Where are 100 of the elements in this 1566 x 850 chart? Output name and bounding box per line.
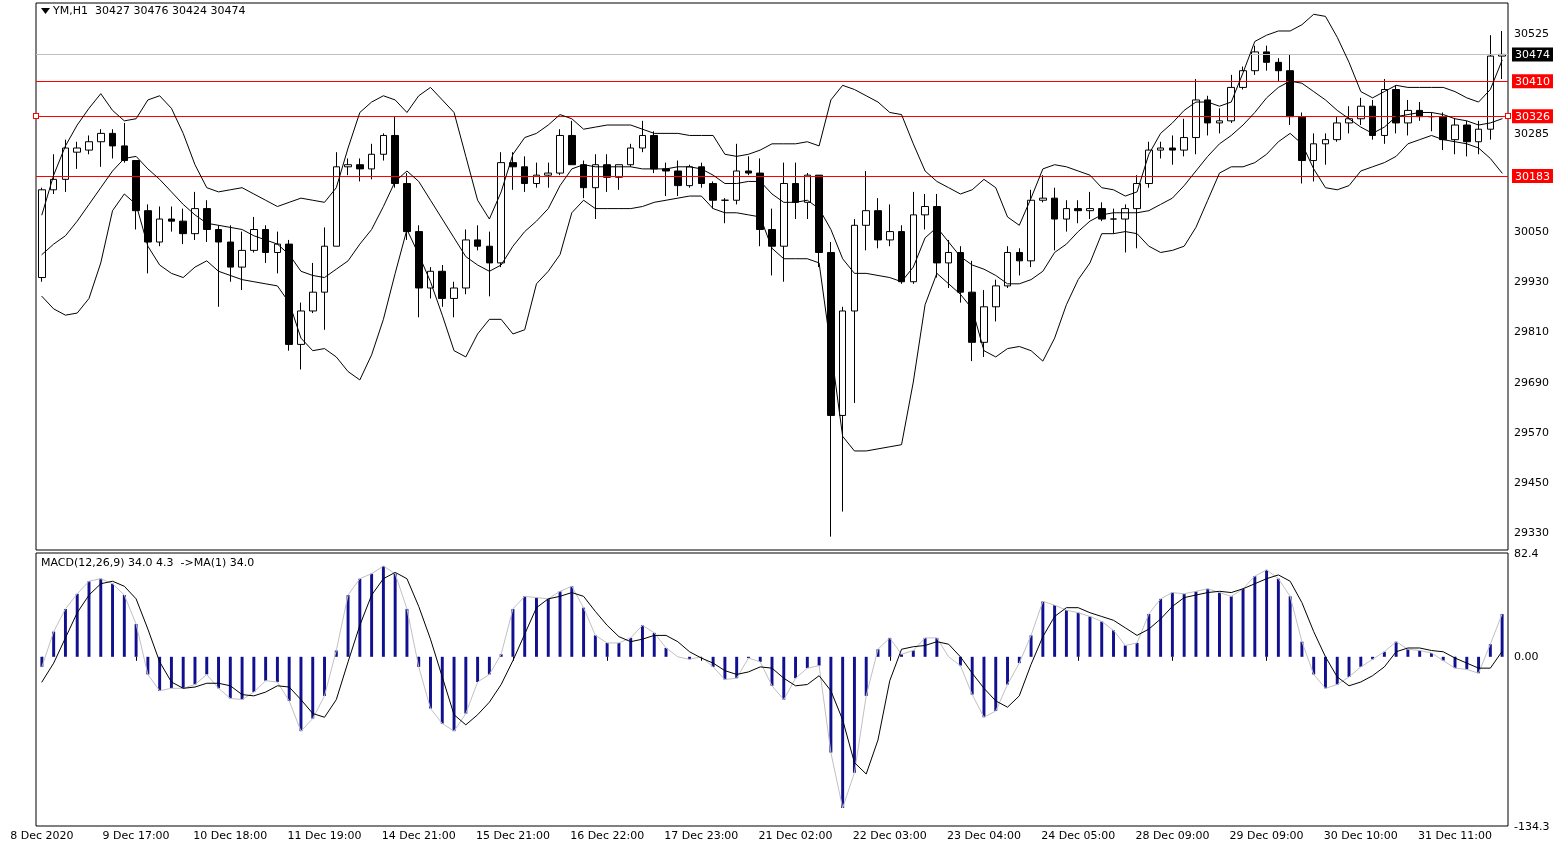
candlestick [804,172,811,220]
candlestick [97,128,105,168]
x-tick-label: 10 Dec 18:00 [193,829,268,842]
candlestick [980,289,988,358]
y-tick-label: 30050 [1514,225,1549,239]
y-tick-label: -134.3 [1514,819,1550,833]
candlestick [662,162,670,197]
candlestick [756,157,764,247]
bar [1147,613,1151,657]
bar [1300,641,1304,657]
candlestick [238,231,246,291]
bar [1218,592,1221,657]
candlestick [262,224,269,264]
candlestick [450,281,458,318]
candlestick [1086,191,1094,220]
ref-line-label: 30183 [1515,169,1550,183]
bar [311,656,315,719]
bar [782,656,786,700]
candlestick [50,153,57,195]
bar [794,656,798,679]
candlestick [179,208,187,245]
bar [217,656,220,689]
bar [1112,630,1115,657]
bar [535,597,538,657]
bar [228,656,232,699]
bar [52,631,56,657]
y-tick-label: 29450 [1514,475,1549,489]
bar [75,593,79,657]
candlestick [886,203,894,247]
bar [264,656,268,681]
candlestick [403,172,411,241]
bar [440,656,444,724]
bar [1500,613,1504,657]
bar [994,656,998,711]
candlestick [603,153,611,193]
candlestick [73,141,81,170]
candlestick [1369,99,1376,141]
bar [346,595,350,657]
bar [1064,610,1068,657]
candlestick [297,302,305,370]
bar [1206,588,1210,657]
candlestick [356,157,364,182]
candlestick [250,216,258,253]
line-series [41,571,1503,775]
bar [523,596,527,657]
candlestick [168,206,175,233]
candlestick [1110,208,1117,235]
bar [817,656,821,666]
x-tick-label: 21 Dec 02:00 [758,829,833,842]
candlestick [1169,134,1176,166]
candlestick [368,143,375,180]
candlestick [1051,187,1058,251]
bar [1053,605,1057,657]
ref-line-label: 30410 [1515,74,1550,88]
candlestick [592,153,599,220]
bar [487,656,491,675]
bar [582,607,586,657]
candlestick [568,120,576,166]
bar [982,656,986,718]
candlestick [121,122,128,164]
bar [323,656,326,696]
candlestick [1063,199,1070,233]
candlestick [792,162,799,220]
candlestick [274,231,281,274]
bar [370,573,374,657]
candlestick [144,203,152,274]
candlestick [815,174,823,268]
bar [1229,596,1233,657]
candlestick [627,143,634,168]
candlestick [698,162,705,189]
bar [1041,601,1045,657]
bar [1182,593,1186,657]
bar [111,583,115,657]
bar [1288,596,1292,657]
candlestick [1227,74,1235,124]
candlestick [1157,141,1164,159]
candlestick [156,206,163,247]
candlestick [1392,84,1400,134]
candlestick [1333,116,1341,143]
candlestick [874,197,882,249]
y-tick-label: 30285 [1514,126,1549,140]
candlestick [391,116,399,189]
bar [1029,635,1033,657]
chart-title: YM,H1 30427 30476 30424 30474 [52,4,246,17]
bar [252,656,256,693]
bar [1194,591,1198,657]
bar [1135,642,1139,657]
candlestick [745,155,752,176]
bar [852,656,856,773]
bar [617,642,621,657]
bar [1253,576,1257,657]
candlestick [132,160,140,230]
candlestick [768,208,776,276]
bar [1006,656,1009,685]
bar [605,642,609,657]
bar [1159,598,1163,657]
candlestick [674,160,682,197]
y-tick-label: 29690 [1514,375,1549,389]
bar [1276,578,1280,657]
bar [287,656,291,701]
